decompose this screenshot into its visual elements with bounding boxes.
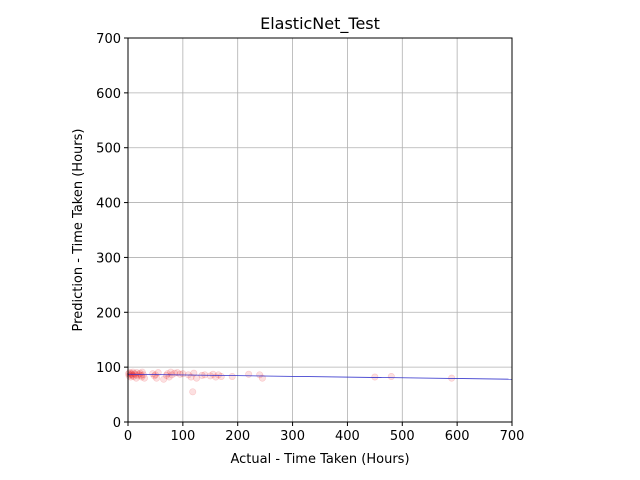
scatter-point [189,388,197,396]
scatter-point [154,369,162,377]
scatter-point [258,374,266,382]
x-tick-label: 700 [500,429,525,444]
axes: 0 100 200 300 400 500 600 700 0 100 200 300 400 500 60… [96,32,524,444]
scatter-point [129,368,137,376]
trend-line [127,373,513,380]
x-tick-label: 500 [390,429,415,444]
x-tick-label: 0 [124,429,132,444]
scatter-point [162,371,170,379]
scatter-point [176,370,184,378]
scatter-point [163,370,171,378]
scatter-point [371,373,379,381]
y-axis-label: Prediction - Time Taken (Hours) [71,129,86,332]
scatter-point [129,372,137,380]
y-tick-label: 200 [96,306,121,321]
x-tick-label: 400 [335,429,360,444]
scatter-point [132,374,140,382]
scatter-point [138,373,146,381]
scatter-point [206,372,214,380]
x-tick-label: 600 [445,429,470,444]
scatter-point [215,371,223,379]
y-tick-label: 700 [96,32,121,47]
scatter-point [140,374,148,382]
scatter-point [256,371,264,379]
scatter-point [126,371,134,379]
data-series [125,368,513,396]
scatter-point [125,370,133,378]
chart-title: ElasticNet_Test [260,14,380,34]
y-tick-label: 500 [96,142,121,157]
x-tick-label: 100 [170,429,195,444]
y-tick-label: 100 [96,361,121,376]
scatter-point [167,368,175,376]
plot-frame [127,37,513,423]
scatter-point [138,368,146,376]
scatter-point [165,373,173,381]
x-tick-label: 300 [280,429,305,444]
x-tick-label: 200 [225,429,250,444]
scatter-point [137,371,145,379]
scatter-point [245,370,253,378]
x-axis-label: Actual - Time Taken (Hours) [230,452,409,467]
scatter-point [173,369,181,377]
scatter-point [149,370,157,378]
scatter-point [387,372,395,380]
scatter-point [217,372,225,380]
y-tick-label: 600 [96,87,121,102]
y-tick-label: 0 [113,416,121,431]
scatter-point [128,371,136,379]
scatter-point [132,371,140,379]
y-tick-label: 300 [96,251,121,266]
scatter-point [228,372,236,380]
scatter-point [160,375,168,383]
scatter-point [209,370,217,378]
y-tick-label: 400 [96,197,121,212]
scatter-point [131,370,139,378]
grid-lines [127,37,513,423]
